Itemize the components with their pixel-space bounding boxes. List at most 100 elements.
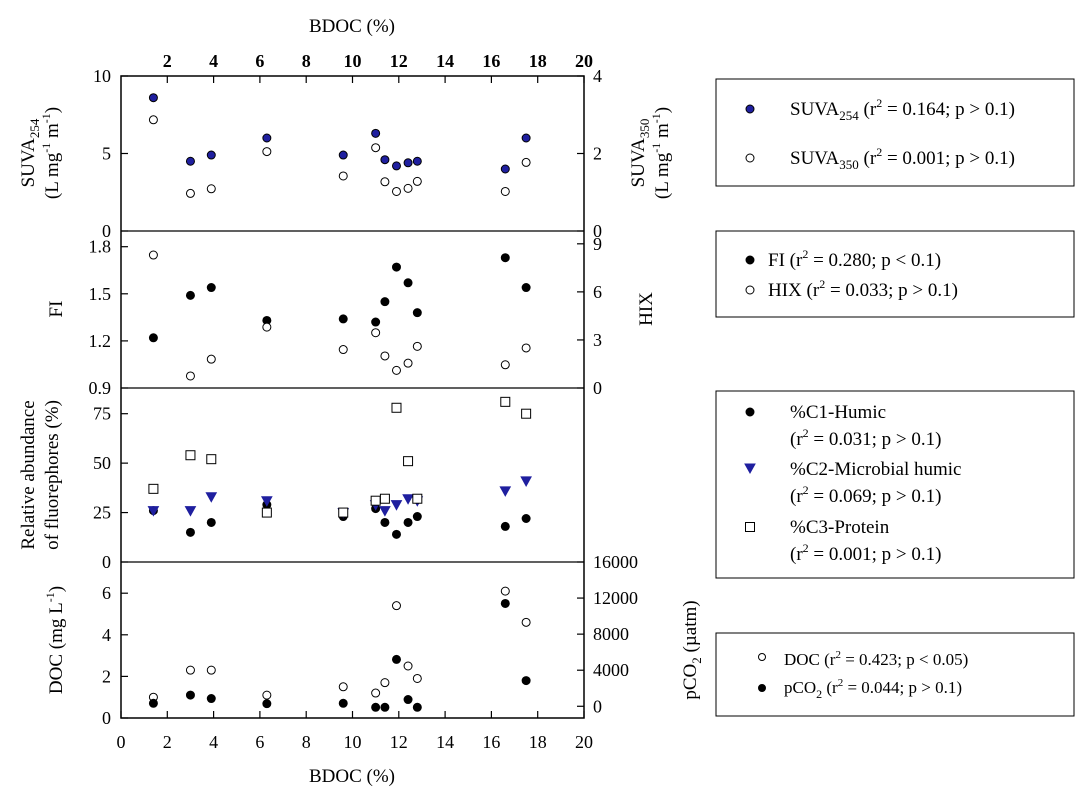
panel-doc: 0 2 4 6 0 4000 8000 12000 16000 xyxy=(102,552,638,728)
bottom-x-axis: 0 2 4 6 8 10 12 14 16 18 20 xyxy=(117,711,593,752)
right-y-tick-label: 4 xyxy=(593,66,602,86)
pco2-axis-title: pCO2 (µatm) xyxy=(680,600,704,699)
data-point-fluoro-s2 xyxy=(412,493,423,504)
suva254-axis-title: SUVA254 (L mg-1 m-1) xyxy=(18,107,63,199)
data-point-fi-s1 xyxy=(412,341,422,351)
left-y-tick-label: 6 xyxy=(102,583,111,603)
legend-marker-c1 xyxy=(745,407,755,417)
left-y-tick-label: 2 xyxy=(102,666,111,686)
data-point-doc-s0 xyxy=(500,586,510,596)
data-point-fluoro-s1 xyxy=(402,494,414,505)
data-point-suva-s1 xyxy=(371,143,381,153)
data-point-suva-s0 xyxy=(412,156,422,166)
svg-text:(L mg-1 m-1): (L mg-1 m-1) xyxy=(649,107,673,199)
data-point-fluoro-s1 xyxy=(390,500,403,511)
data-point-fluoro-s0 xyxy=(412,512,422,522)
data-point-suva-s1 xyxy=(500,186,510,196)
top-x-tick-label: 8 xyxy=(302,51,311,71)
svg-text:pCO2 (µatm): pCO2 (µatm) xyxy=(680,600,704,699)
data-point-suva-s0 xyxy=(148,93,158,103)
data-point-fi-s0 xyxy=(148,333,158,343)
data-point-fluoro-s1 xyxy=(379,506,391,517)
data-point-fluoro-s0 xyxy=(403,517,413,527)
panel-suva: 0 5 10 0 2 4 xyxy=(93,66,602,241)
data-point-fi-s1 xyxy=(262,322,272,332)
data-point-fluoro-s2 xyxy=(403,456,414,467)
hix-axis-title: HIX xyxy=(636,292,657,326)
data-point-doc-s1 xyxy=(371,702,381,712)
data-point-fi-s0 xyxy=(403,278,413,288)
data-point-suva-s1 xyxy=(403,183,413,193)
legend-label-c2: %C2-Microbial humic xyxy=(790,459,962,480)
legend-label-hix: HIX (r2 = 0.033; p > 0.1) xyxy=(768,277,958,301)
svg-text:(L mg-1 m-1): (L mg-1 m-1) xyxy=(39,107,63,199)
data-point-fi-s1 xyxy=(148,250,158,260)
svg-text:SUVA350: SUVA350 xyxy=(628,119,652,188)
right-y-tick-label: 0 xyxy=(593,221,602,241)
legend-doc-pco2: DOC (r2 = 0.423; p < 0.05) pCO2 (r2 = 0.… xyxy=(715,632,1075,717)
left-y-tick-label: 1.8 xyxy=(89,237,112,257)
data-point-doc-s1 xyxy=(521,676,531,686)
data-point-fi-s1 xyxy=(338,345,348,355)
right-y-tick-label: 0 xyxy=(593,378,602,398)
data-point-suva-s0 xyxy=(338,150,348,160)
data-point-doc-s1 xyxy=(262,699,272,709)
right-y-tick-label: 4000 xyxy=(593,660,629,680)
data-point-fi-s1 xyxy=(185,371,195,381)
data-point-suva-s0 xyxy=(521,133,531,143)
legend-label-doc: DOC (r2 = 0.423; p < 0.05) xyxy=(784,649,968,669)
right-y-tick-label: 2 xyxy=(593,144,602,164)
legend-marker-fi xyxy=(745,255,755,265)
data-point-fluoro-s2 xyxy=(370,495,381,506)
data-point-fluoro-s1 xyxy=(205,492,218,503)
data-point-doc-s1 xyxy=(391,654,401,664)
top-x-tick-label: 4 xyxy=(209,51,218,71)
right-y-tick-label: 12000 xyxy=(593,588,638,608)
data-point-fluoro-s1 xyxy=(499,486,512,497)
data-point-fluoro-s2 xyxy=(521,408,532,419)
left-y-tick-label: 25 xyxy=(93,503,111,523)
fluorophore-axis-title: Relative abundance of fluorephores (%) xyxy=(18,400,63,550)
data-point-fluoro-s2 xyxy=(338,507,349,518)
top-x-tick-label: 10 xyxy=(344,51,362,71)
data-point-suva-s0 xyxy=(185,156,195,166)
legend-label-c1-stats: (r2 = 0.031; p > 0.1) xyxy=(790,426,941,450)
doc-axis-title: DOC (mg L-1) xyxy=(43,586,67,694)
data-point-fluoro-s2 xyxy=(185,450,196,461)
data-point-doc-s1 xyxy=(148,698,158,708)
right-y-tick-label: 6 xyxy=(593,282,602,302)
svg-text:DOC (mg L-1): DOC (mg L-1) xyxy=(43,586,67,694)
data-point-fluoro-s0 xyxy=(380,517,390,527)
legend-marker-doc xyxy=(758,653,766,661)
top-x-tick-label: 6 xyxy=(255,51,264,71)
data-point-fi-s0 xyxy=(338,314,348,324)
top-x-axis: 2 4 6 8 10 12 14 16 18 20 xyxy=(163,51,593,83)
data-point-fi-s0 xyxy=(206,283,216,293)
bottom-x-tick-label: 4 xyxy=(209,732,218,752)
data-point-doc-s0 xyxy=(403,661,413,671)
data-point-doc-s0 xyxy=(338,682,348,692)
data-point-fi-s1 xyxy=(521,343,531,353)
data-point-fluoro-s1 xyxy=(147,506,160,517)
data-point-fluoro-s2 xyxy=(261,507,272,518)
bottom-x-tick-label: 2 xyxy=(163,732,172,752)
left-y-tick-label: 1.5 xyxy=(89,284,112,304)
data-point-doc-s1 xyxy=(500,598,510,608)
svg-text:SUVA254: SUVA254 xyxy=(18,118,42,187)
data-point-doc-s1 xyxy=(403,695,413,705)
top-x-tick-label: 20 xyxy=(575,51,593,71)
panel-fi: 0.9 1.2 1.5 1.8 0 3 6 9 xyxy=(89,230,602,398)
panels-frame xyxy=(120,75,585,719)
data-point-fluoro-s0 xyxy=(521,514,531,523)
left-y-tick-label: 0 xyxy=(102,708,111,728)
data-point-suva-s1 xyxy=(412,176,422,186)
legend-marker-hix xyxy=(745,285,755,295)
data-point-suva-s0 xyxy=(500,164,510,174)
data-point-doc-s1 xyxy=(412,702,422,712)
top-x-tick-label: 2 xyxy=(163,51,172,71)
data-point-fi-s0 xyxy=(521,283,531,293)
svg-text:Relative abundance: Relative abundance xyxy=(18,400,39,549)
right-y-tick-label: 9 xyxy=(593,234,602,254)
legend-label-suva254: SUVA254 (r2 = 0.164; p > 0.1) xyxy=(790,96,1015,123)
data-point-suva-s1 xyxy=(380,177,390,187)
